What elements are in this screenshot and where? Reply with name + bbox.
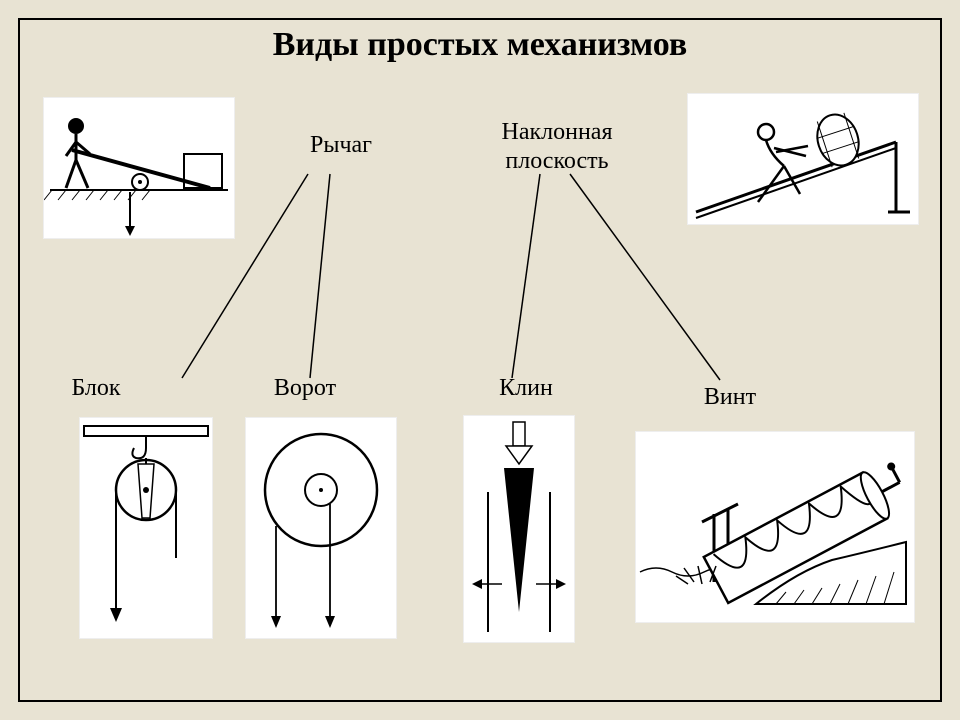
label-block: Блок bbox=[56, 375, 136, 402]
label-incline: Наклонная плоскость bbox=[482, 118, 632, 176]
label-wedge: Клин bbox=[486, 375, 566, 402]
illus-block bbox=[80, 418, 212, 638]
page-title: Виды простых механизмов bbox=[0, 26, 960, 64]
illus-incline bbox=[688, 94, 918, 224]
label-vorot: Ворот bbox=[260, 375, 350, 402]
illus-screw bbox=[636, 432, 914, 622]
label-screw: Винт bbox=[690, 384, 770, 411]
label-lever: Рычаг bbox=[296, 132, 386, 159]
illus-lever bbox=[44, 98, 234, 238]
illus-wedge bbox=[464, 416, 574, 642]
illus-vorot bbox=[246, 418, 396, 638]
